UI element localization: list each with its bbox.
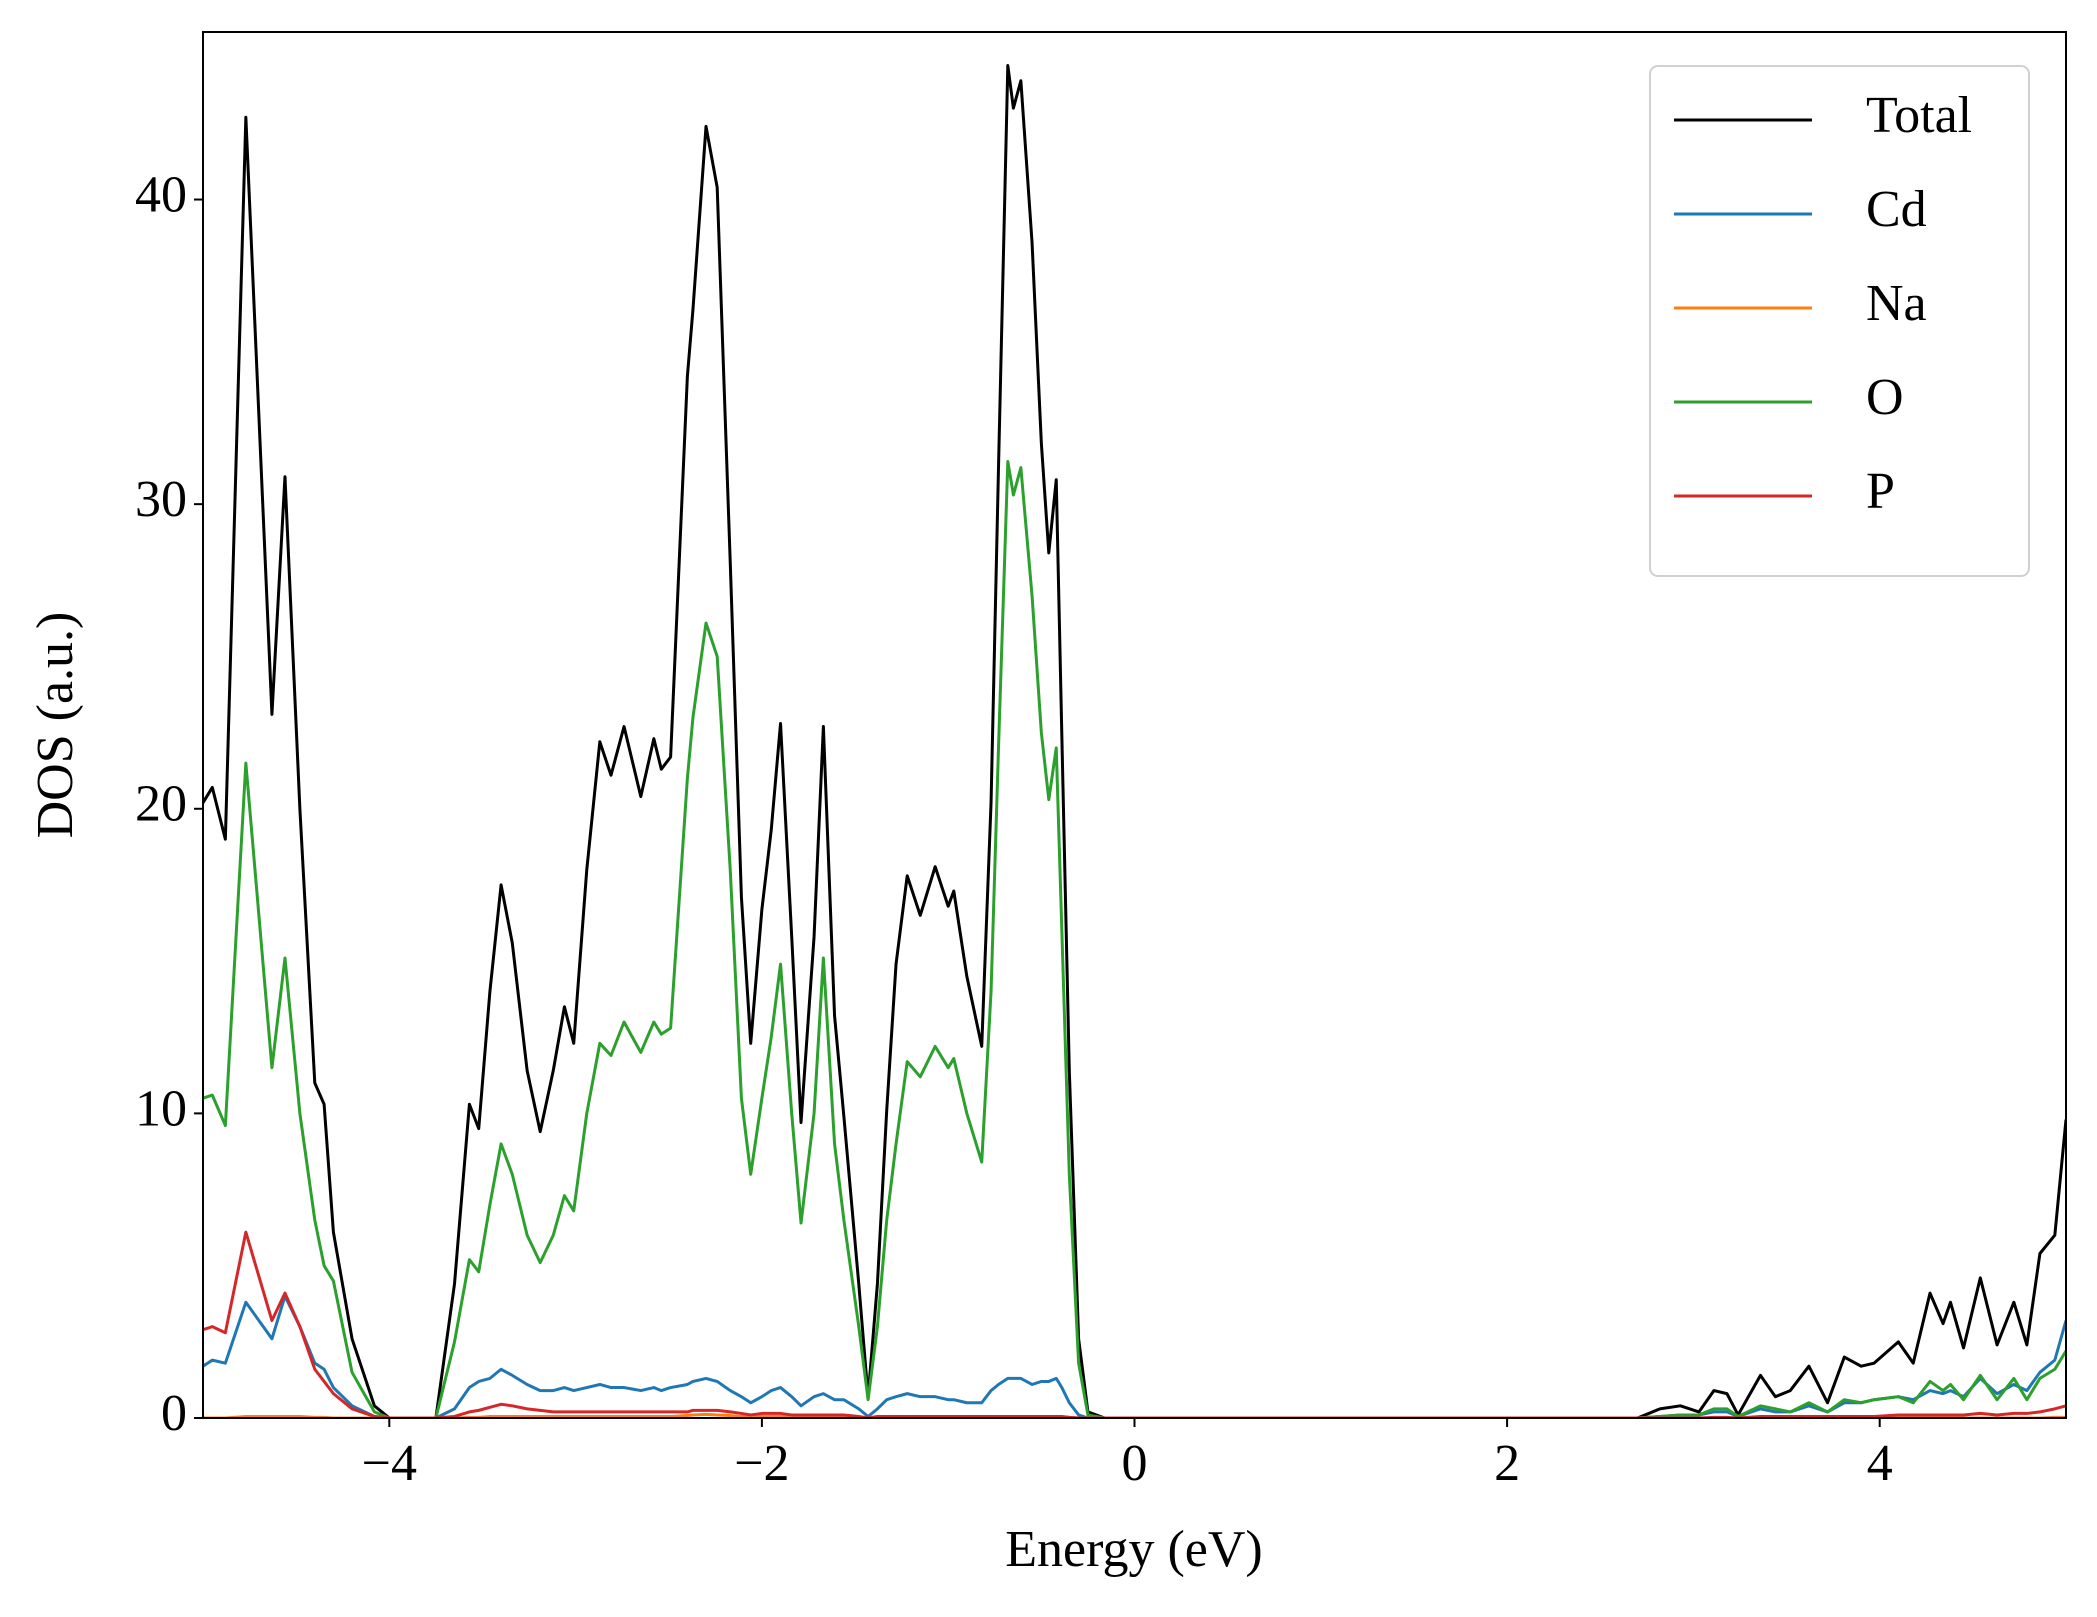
series-line: [203, 1294, 2066, 1418]
legend-label: Cd: [1866, 181, 1927, 238]
x-axis-label: Energy (eV): [1005, 1521, 1263, 1578]
x-tick-label: 2: [1494, 1435, 1520, 1492]
x-tick-label: 0: [1122, 1435, 1148, 1492]
y-tick-label: 0: [161, 1385, 187, 1442]
legend-label: O: [1866, 369, 1904, 426]
series-line: [203, 64, 2066, 1418]
legend-box: [1649, 65, 2030, 577]
plot-frame: [202, 31, 2067, 1419]
x-tick-label: −4: [362, 1435, 417, 1492]
x-tick-label: −2: [734, 1435, 789, 1492]
y-tick-label: 40: [135, 166, 187, 223]
y-tick-label: 30: [135, 471, 187, 528]
x-tick-label: 4: [1867, 1435, 1893, 1492]
legend-label: Total: [1866, 87, 1972, 144]
legend-label: Na: [1866, 275, 1927, 332]
y-axis-label: DOS (a.u.): [27, 612, 84, 839]
series-line: [203, 460, 2066, 1418]
y-tick-label: 20: [135, 776, 187, 833]
legend-label: P: [1866, 463, 1895, 520]
y-tick-label: 10: [135, 1080, 187, 1137]
series-line: [203, 1230, 2066, 1418]
